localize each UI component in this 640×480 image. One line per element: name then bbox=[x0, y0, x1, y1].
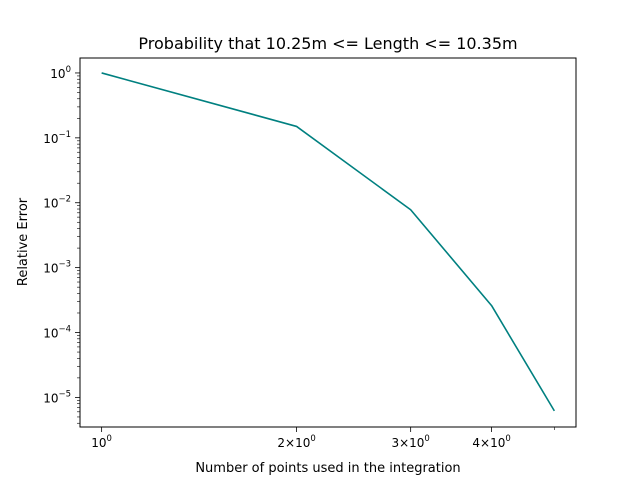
x-tick-label: 2×100 bbox=[277, 434, 315, 450]
x-tick-label-base: 10 bbox=[91, 436, 106, 450]
x-tick-label-exponent: 0 bbox=[310, 434, 315, 444]
x-tick-label: 4×100 bbox=[472, 434, 510, 450]
y-tick-label-base: 10 bbox=[43, 132, 58, 146]
y-tick-label: 100 bbox=[50, 65, 71, 81]
x-tick-label-exponent: 0 bbox=[107, 434, 112, 444]
axes-frame bbox=[79, 57, 577, 428]
y-tick-label: 10−2 bbox=[43, 195, 71, 211]
y-tick-label-base: 10 bbox=[43, 197, 58, 211]
y-tick-label: 10−4 bbox=[43, 325, 71, 341]
x-axis-label: Number of points used in the integration bbox=[195, 461, 460, 476]
y-tick-label-exponent: −1 bbox=[58, 130, 71, 140]
y-tick-label-exponent: −2 bbox=[58, 195, 71, 205]
chart-title: Probability that 10.25m <= Length <= 10.… bbox=[138, 34, 517, 53]
y-axis-label: Relative Error bbox=[16, 197, 31, 286]
series-line bbox=[101, 72, 556, 412]
y-tick-label: 10−1 bbox=[43, 130, 71, 146]
y-tick-label-exponent: 0 bbox=[66, 65, 71, 75]
x-tick-label: 3×100 bbox=[391, 434, 429, 450]
x-tick-label: 100 bbox=[91, 434, 112, 450]
y-tick-label-base: 10 bbox=[43, 327, 58, 341]
axis-ticks: 100 2×100 3×100 4×10010010−110−210−310−410−… bbox=[43, 65, 555, 450]
x-tick-label-exponent: 0 bbox=[505, 434, 510, 444]
y-tick-label-exponent: −3 bbox=[58, 260, 71, 270]
y-tick-label-exponent: −4 bbox=[58, 325, 71, 335]
y-tick-label-base: 10 bbox=[50, 67, 65, 81]
plot-area bbox=[101, 72, 556, 412]
x-tick-label-exponent: 0 bbox=[424, 434, 429, 444]
y-tick-label-base: 10 bbox=[43, 391, 58, 405]
y-tick-label-base: 10 bbox=[43, 262, 58, 276]
x-tick-label-base: 2×10 bbox=[277, 436, 310, 450]
x-tick-label-base: 4×10 bbox=[472, 436, 505, 450]
y-tick-label: 10−3 bbox=[43, 260, 71, 276]
y-tick-label-exponent: −5 bbox=[58, 389, 71, 399]
x-tick-label-base: 3×10 bbox=[391, 436, 424, 450]
y-tick-label: 10−5 bbox=[43, 389, 71, 405]
